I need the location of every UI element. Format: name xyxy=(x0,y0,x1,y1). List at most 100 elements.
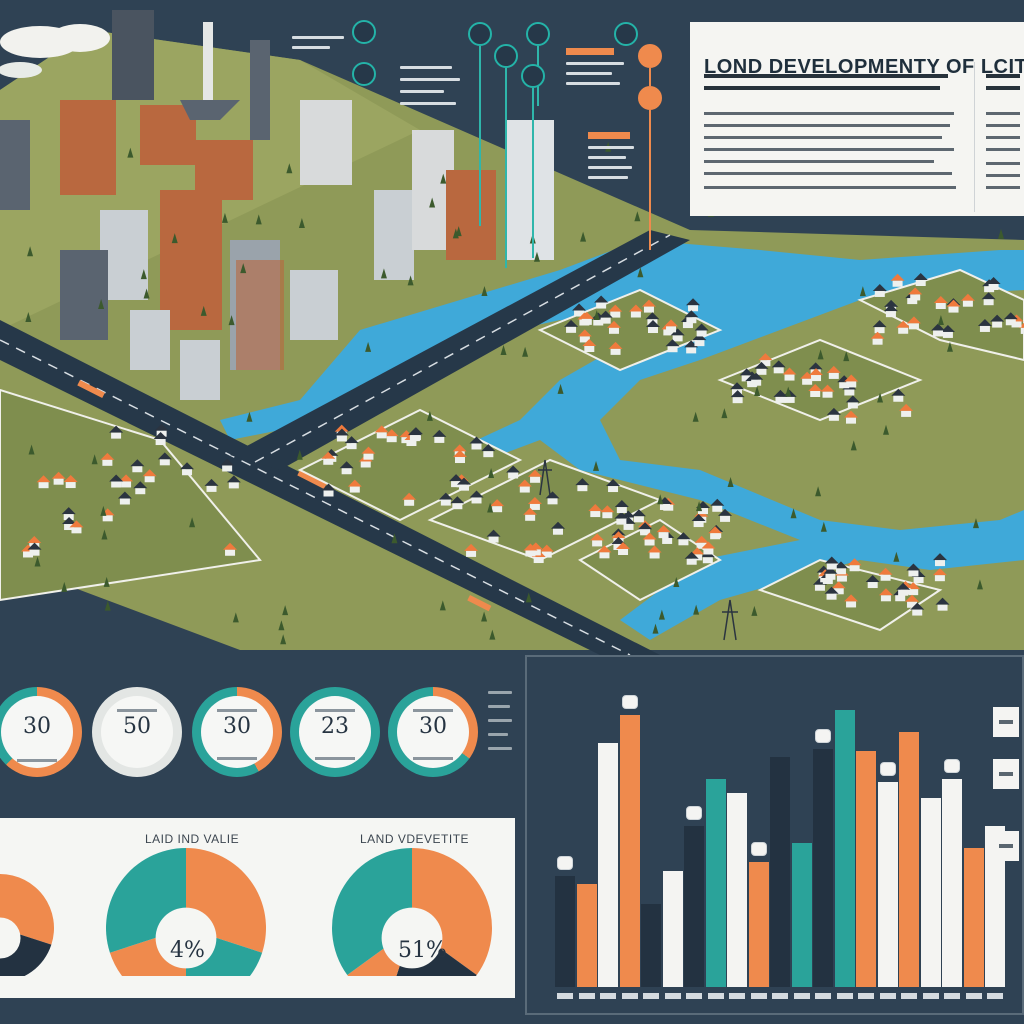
info-pin-icon[interactable] xyxy=(494,44,518,68)
callout-text-line xyxy=(588,166,632,169)
bar xyxy=(684,826,704,987)
pie-percent: 51% xyxy=(398,938,447,963)
pin-connector xyxy=(479,46,481,226)
subtitle-line xyxy=(704,74,948,78)
bar xyxy=(748,862,769,987)
bar-value-tag xyxy=(750,842,767,857)
pie-center xyxy=(0,917,21,959)
axis-tick-label xyxy=(557,993,573,999)
gauge-value: 23 xyxy=(321,714,349,739)
axis-tick-label xyxy=(836,993,853,999)
gauge-value: 30 xyxy=(223,714,251,739)
body-text-line xyxy=(704,136,942,139)
subtitle-line xyxy=(986,74,1020,78)
callout-text-line xyxy=(588,146,634,149)
gauge-caption-line xyxy=(17,759,57,762)
title-panel: LOND DEVELOPMENTY OF LCITY xyxy=(690,22,1024,216)
power-pylon-icon xyxy=(538,459,738,641)
axis-tick-label xyxy=(578,993,595,999)
info-pin-icon[interactable] xyxy=(352,20,376,44)
body-text-line xyxy=(704,124,950,127)
side-label-tag xyxy=(993,831,1019,861)
axis-tick-label xyxy=(686,993,702,999)
bar xyxy=(598,743,618,987)
bar xyxy=(619,715,640,987)
bar-value-tag xyxy=(686,806,702,821)
subtitle-line xyxy=(986,86,1020,90)
info-pin-icon[interactable] xyxy=(521,64,545,88)
bar xyxy=(662,870,683,987)
bar xyxy=(985,826,1005,987)
pie-slice xyxy=(412,848,493,976)
bar-chart xyxy=(527,657,1022,1013)
callout-text-line xyxy=(400,102,456,105)
info-pin-icon[interactable] xyxy=(614,22,638,46)
house-icon xyxy=(21,273,1024,616)
info-pin-icon[interactable] xyxy=(638,44,662,68)
side-label-tag xyxy=(993,759,1019,789)
bar xyxy=(834,709,855,987)
kpi-gauges: 30 50 30 23 30 xyxy=(0,675,515,788)
bar xyxy=(705,779,726,987)
gauge-face xyxy=(1,696,73,768)
body-text-line xyxy=(986,162,1020,165)
callout-text-line xyxy=(400,66,452,69)
axis-tick-label xyxy=(858,993,874,999)
gauge-value: 50 xyxy=(123,714,151,739)
body-text-line xyxy=(704,112,954,115)
callout-heading-bar xyxy=(588,132,630,139)
callout-text-line xyxy=(292,46,330,49)
page-title: LOND DEVELOPMENTY OF LCITY xyxy=(704,56,1024,78)
subtitle-line xyxy=(704,86,940,90)
river xyxy=(220,240,1024,640)
axis-tick-label xyxy=(944,993,960,999)
skyscraper-icon xyxy=(0,10,554,400)
axis-tick-label xyxy=(664,993,681,999)
axis-tick-label xyxy=(815,993,831,999)
pin-connector xyxy=(649,110,651,250)
bar xyxy=(791,842,812,987)
body-text-line xyxy=(986,124,1020,127)
bar xyxy=(770,756,790,987)
info-pin-icon[interactable] xyxy=(526,22,550,46)
body-text-line xyxy=(986,174,1020,177)
panel-divider xyxy=(974,62,975,212)
gauge-caption-line xyxy=(413,757,453,760)
pie-base-mask xyxy=(0,976,56,998)
bar-value-tag xyxy=(879,761,896,776)
info-pin-icon[interactable] xyxy=(352,62,376,86)
gauge-face xyxy=(101,696,173,768)
kpi-gauge: 30 xyxy=(192,687,282,777)
body-text-line xyxy=(704,186,956,189)
axis-tick-label xyxy=(879,993,896,999)
pin-connector xyxy=(505,68,507,268)
bar-value-tag xyxy=(815,728,831,743)
axis-tick-label xyxy=(987,993,1003,999)
bar-value-tag xyxy=(557,856,573,871)
gauge-caption-line xyxy=(117,709,157,712)
kpi-gauge: 23 xyxy=(290,687,380,777)
gauge-caption-line xyxy=(217,757,257,760)
callout-text-line xyxy=(566,72,612,75)
pie-charts xyxy=(0,848,494,998)
gauge-face xyxy=(201,696,273,768)
bar xyxy=(727,792,747,987)
body-text-line xyxy=(704,172,952,175)
gauge-caption-line xyxy=(217,709,257,712)
bar-chart-panel xyxy=(525,655,1024,1015)
info-pin-icon[interactable] xyxy=(638,86,662,110)
legend-line xyxy=(488,747,512,750)
axis-tick-label xyxy=(750,993,767,999)
pie-center xyxy=(155,907,217,969)
body-text-line xyxy=(986,186,1020,189)
axis-tick-label xyxy=(922,993,939,999)
axis-tick-label xyxy=(643,993,659,999)
legend-line xyxy=(488,691,512,694)
axis-tick-label xyxy=(793,993,810,999)
pie-chart-panel: LAID IND VALIE LAND VDEVETITE 4% 51% xyxy=(0,818,515,998)
gauge-caption-line xyxy=(315,757,355,760)
info-pin-icon[interactable] xyxy=(468,22,492,46)
callout-text-line xyxy=(566,82,620,85)
callout-heading-bar xyxy=(566,48,614,55)
callout-text-line xyxy=(588,176,628,179)
